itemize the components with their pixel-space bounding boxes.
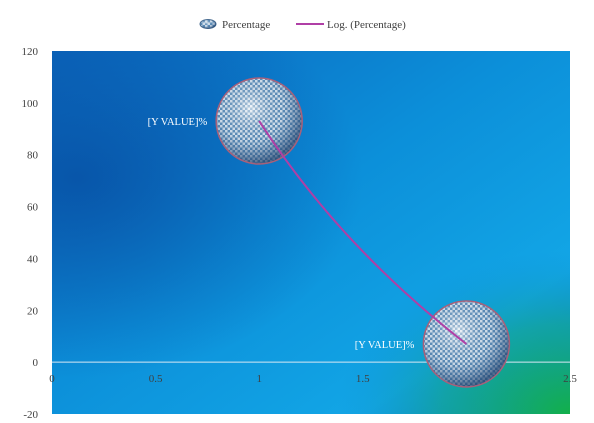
data-label: [Y VALUE]% [355,340,415,351]
x-tick-label: 0.5 [149,373,163,385]
legend-label-percentage: Percentage [222,19,270,31]
trendline-path [258,120,468,345]
legend-item-trendline: Log. (Percentage) [296,19,406,31]
y-tick-label: 120 [22,46,39,58]
bubble-icon [199,19,217,29]
y-tick-label: 20 [27,305,39,317]
x-tick-label: 1.5 [356,373,370,385]
legend: Percentage Log. (Percentage) [199,19,406,31]
legend-label-trendline: Log. (Percentage) [327,19,406,31]
y-tick-label: 0 [33,357,39,369]
y-tick-label: 40 [27,253,39,265]
legend-item-percentage: Percentage [199,19,270,31]
data-labels: [Y VALUE]% [Y VALUE]% [148,117,415,351]
data-label: [Y VALUE]% [148,117,208,128]
bubble-point [422,300,511,388]
x-tick-label: 2.5 [563,373,577,385]
bubble-shade [422,300,511,388]
bubble-point [215,77,303,165]
y-tick-label: 100 [22,98,39,110]
x-tick-label: 1 [256,373,262,385]
y-tick-label: 80 [27,150,39,162]
chart-marks [215,77,511,388]
y-tick-label: 60 [27,202,39,214]
x-tick-label: 0 [49,373,55,385]
bubble-shade [215,77,303,165]
y-tick-label: -20 [23,409,38,421]
